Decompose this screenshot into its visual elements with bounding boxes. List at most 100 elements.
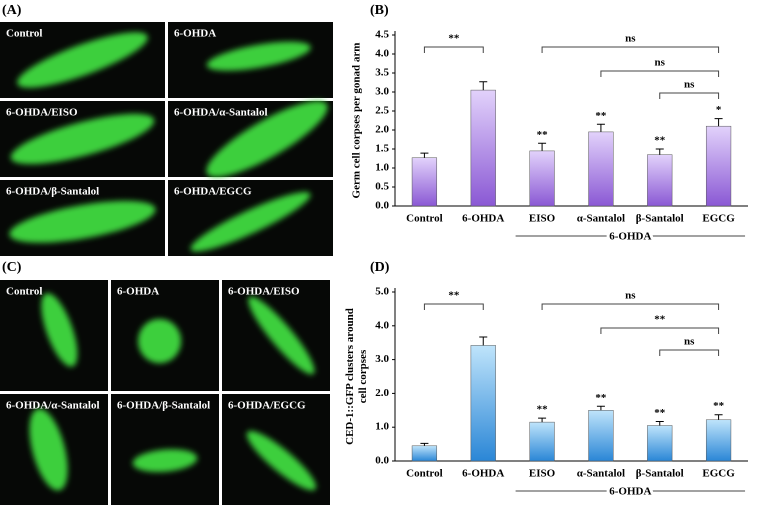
bar xyxy=(470,345,496,462)
worm xyxy=(248,296,315,375)
significance: ** xyxy=(537,404,549,416)
error-bar xyxy=(655,420,664,426)
bracket xyxy=(423,303,484,310)
bar xyxy=(705,125,732,207)
x-tick-label: β-Santalol xyxy=(636,468,684,480)
error-bar xyxy=(538,142,547,151)
x-tick-label: EGCG xyxy=(702,468,735,480)
bar xyxy=(529,150,555,207)
panel-label: (D) xyxy=(370,260,390,275)
panel-label: (B) xyxy=(370,3,389,18)
image-label: 6-OHDA/β-Santalol xyxy=(6,186,99,198)
panel-label: (A) xyxy=(2,3,22,18)
y-tick-label: 3.0 xyxy=(375,86,389,98)
y-tick-label: 2.0 xyxy=(375,387,389,399)
bracket xyxy=(659,349,720,356)
y-tick-label: 1.0 xyxy=(375,162,389,174)
y-tick-label: 5.0 xyxy=(375,286,389,298)
error-bar xyxy=(596,405,605,411)
bracket-label: ns xyxy=(684,336,695,348)
significance: ** xyxy=(537,129,549,141)
bracket-label: ** xyxy=(654,314,666,326)
image-label: 6-OHDA/α-Santalol xyxy=(6,400,100,412)
error-bar xyxy=(479,81,488,91)
significance: ** xyxy=(595,110,607,122)
image-label: 6-OHDA/α-Santalol xyxy=(174,107,268,119)
error-bar xyxy=(420,442,429,446)
bar xyxy=(470,89,496,207)
bracket xyxy=(600,327,720,334)
y-axis-label: cell corpses xyxy=(357,349,369,403)
image-label: 6-OHDA/EGCG xyxy=(174,186,252,198)
y-tick-label: 2.5 xyxy=(375,105,389,117)
y-tick-label: 3.0 xyxy=(375,353,389,365)
worm xyxy=(138,318,182,364)
bracket-label: ** xyxy=(448,290,460,302)
y-tick-label: 3.5 xyxy=(375,67,389,79)
worm xyxy=(190,192,311,252)
error-bar xyxy=(479,336,488,346)
significance: ** xyxy=(654,407,666,419)
image-label: 6-OHDA xyxy=(117,286,159,298)
worm xyxy=(246,430,317,491)
bracket xyxy=(659,92,720,99)
image-label: Control xyxy=(6,28,42,40)
image-label: 6-OHDA/EISO xyxy=(228,286,300,298)
worm xyxy=(132,449,198,473)
y-tick-label: 1.0 xyxy=(375,421,389,433)
error-bar xyxy=(538,417,547,423)
bracket xyxy=(541,46,720,53)
significance: ** xyxy=(654,135,666,147)
worm xyxy=(206,41,311,71)
bar xyxy=(411,445,438,462)
error-bar xyxy=(655,148,664,155)
y-axis-label: Germ cell corpses per gonad arm xyxy=(351,43,363,199)
worm xyxy=(9,200,156,243)
y-tick-label: 4.5 xyxy=(375,29,389,41)
error-bar xyxy=(420,152,429,158)
image-label: 6-OHDA/EISO xyxy=(6,107,78,119)
y-tick-label: 0.5 xyxy=(375,181,389,193)
significance: * xyxy=(716,104,722,116)
image-label: 6-OHDA/β-Santalol xyxy=(117,400,210,412)
y-tick-label: 4.0 xyxy=(375,48,389,60)
image-label: 6-OHDA/EGCG xyxy=(228,400,306,412)
x-tick-label: 6-OHDA xyxy=(462,213,504,225)
panel-label: (C) xyxy=(2,260,22,275)
x-tick-label: α-Santalol xyxy=(577,213,625,225)
worm xyxy=(29,408,68,491)
bar xyxy=(705,419,732,462)
worm xyxy=(17,32,148,88)
bar xyxy=(647,154,673,207)
worm xyxy=(206,100,328,178)
bar xyxy=(647,425,673,462)
bracket xyxy=(541,303,720,310)
x-tick-label: α-Santalol xyxy=(577,468,625,480)
bracket xyxy=(600,70,720,77)
bracket-label: ns xyxy=(625,33,636,45)
y-tick-label: 0.0 xyxy=(375,200,389,212)
bar xyxy=(588,131,614,207)
x-tick-label: EISO xyxy=(529,213,556,225)
x-tick-label: EGCG xyxy=(702,213,735,225)
y-tick-label: 2.0 xyxy=(375,124,389,136)
image-label: Control xyxy=(6,286,42,298)
y-axis-label: CED-1::GFP clusters around xyxy=(344,308,356,445)
error-bar xyxy=(714,118,723,127)
error-bar xyxy=(714,414,723,420)
worm xyxy=(41,293,78,367)
x-tick-label: Control xyxy=(406,468,442,480)
worm xyxy=(10,113,155,165)
bracket-label: ns xyxy=(625,290,636,302)
bar xyxy=(588,410,614,462)
bar xyxy=(529,421,555,462)
image-label: 6-OHDA xyxy=(174,28,216,40)
group-label: 6-OHDA xyxy=(609,231,651,243)
x-tick-label: Control xyxy=(406,213,442,225)
bracket xyxy=(423,46,484,53)
significance: ** xyxy=(713,400,725,412)
y-tick-label: 0.0 xyxy=(375,455,389,467)
bracket-label: ns xyxy=(655,57,666,69)
x-tick-label: 6-OHDA xyxy=(462,468,504,480)
